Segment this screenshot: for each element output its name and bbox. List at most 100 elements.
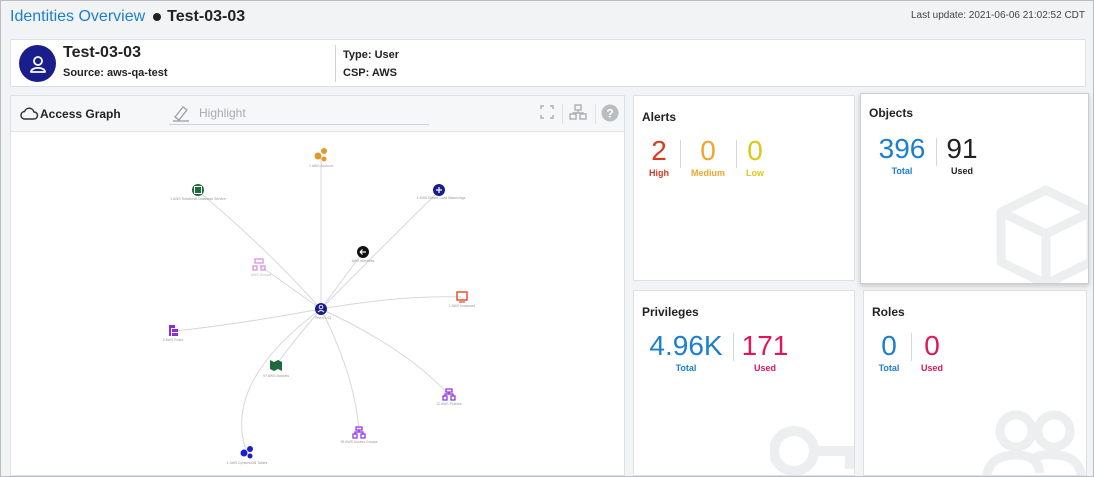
account-icon: [314, 148, 327, 162]
highlighter-icon: [173, 106, 189, 122]
roles-used-label: Used: [920, 363, 943, 373]
alerts-card[interactable]: Alerts 2 High 0 Medium 0 Low: [633, 95, 855, 281]
cloud-icon: [20, 107, 39, 120]
privileges-card[interactable]: Privileges 4.96K Total 171 Used: [633, 290, 855, 476]
graph-node-label: 95 AWS Access Groups: [340, 440, 377, 444]
graph-node-label: Test-03-03: [315, 316, 332, 320]
key-icon: [770, 426, 854, 475]
roles-title: Roles: [872, 305, 905, 319]
roles-total-value: 0: [881, 330, 897, 361]
roles-card[interactable]: Roles 0 Total 0 Used: [863, 290, 1087, 476]
policy-icon: [442, 388, 456, 401]
alerts-low-label: Low: [746, 168, 764, 178]
graph-title: Access Graph: [40, 107, 121, 121]
toolbar-divider: [595, 104, 596, 124]
graph-node-access-groups[interactable]: 95 AWS Access Groups: [340, 426, 378, 444]
graph-node-label: 1 AWS Instances: [449, 304, 476, 308]
toolbar-divider: [562, 104, 563, 124]
highlight-input[interactable]: Highlight: [169, 101, 429, 125]
objects-used-stat[interactable]: 91 Used: [944, 133, 980, 177]
cube-icon: [996, 185, 1088, 283]
privileges-total-label: Total: [675, 363, 697, 373]
privileges-total-stat[interactable]: 4.96K Total: [646, 331, 726, 374]
svg-text:?: ?: [606, 107, 613, 121]
graph-node-buckets[interactable]: 97 AWS Buckets: [263, 360, 289, 378]
alerts-low-value: 0: [747, 135, 763, 166]
roles-total-label: Total: [878, 363, 900, 373]
roles-used-value: 0: [924, 330, 940, 361]
privileges-used-stat[interactable]: 171 Used: [740, 330, 790, 374]
access-graph-panel: Access Graph Highlight ?: [10, 95, 625, 476]
graph-node-identities[interactable]: AWS Identities: [352, 246, 375, 263]
graph-node-groups[interactable]: AWS Groups: [251, 258, 272, 277]
objects-total-value: 396: [878, 133, 926, 164]
layout-icon[interactable]: [569, 104, 587, 122]
graph-node-label: 97 AWS Buckets: [263, 374, 289, 378]
graph-node-label: 1 AWS Relational Database Service: [170, 197, 226, 201]
objects-card[interactable]: Objects 396 Total 91 Used: [860, 93, 1089, 284]
privileges-title: Privileges: [642, 305, 699, 319]
privileges-used-value: 171: [741, 330, 789, 361]
identity-csp: CSP: AWS: [343, 67, 397, 79]
graph-toolbar: Access Graph Highlight ?: [11, 96, 624, 132]
instance-icon: [456, 291, 468, 303]
objects-total-stat[interactable]: 396 Total: [875, 133, 929, 177]
page-title: Test-03-03: [167, 8, 246, 25]
graph-node-instances[interactable]: 1 AWS Instances: [449, 291, 476, 308]
graph-node-label: 1 AWS Account: [309, 164, 333, 168]
alerts-medium-stat[interactable]: 0 Medium: [688, 135, 728, 179]
identity-type: Type: User: [343, 49, 400, 61]
privileges-used-label: Used: [753, 363, 776, 373]
divider: [736, 140, 737, 168]
objects-title: Objects: [869, 106, 914, 120]
last-update-text: Last update: 2021-06-06 21:02:52 CDT: [910, 10, 1085, 21]
divider: [936, 138, 937, 166]
graph-node-database[interactable]: 1 AWS Relational Database Service: [170, 184, 226, 201]
user-icon: [29, 55, 46, 73]
graph-node-account[interactable]: 1 AWS Account: [309, 148, 333, 168]
bucket-icon: [270, 360, 282, 371]
graph-node-policies[interactable]: 11 AWS Policies: [436, 388, 462, 406]
divider: [680, 140, 681, 168]
graph-node-roles[interactable]: 5 AWS Roles: [163, 325, 184, 342]
identity-name: Test-03-03: [63, 44, 141, 61]
alerts-title: Alerts: [642, 110, 677, 124]
graph-node-label: AWS Identities: [352, 259, 375, 263]
roles-used-stat[interactable]: 0 Used: [917, 330, 947, 374]
fullscreen-icon[interactable]: [540, 105, 554, 119]
access-graph-canvas[interactable]: 1 AWS Account 1 AWS Relational Database …: [11, 133, 624, 475]
graph-node-label: 11 AWS Policies: [436, 402, 462, 406]
graph-node-dynamodb[interactable]: 1 AWS DynamoDB Tables: [227, 446, 268, 465]
graph-node-label: 5 AWS Roles: [163, 338, 184, 342]
users-icon: [982, 410, 1086, 475]
divider: [733, 333, 734, 361]
help-icon[interactable]: ?: [601, 104, 619, 122]
breadcrumb-separator-icon: [153, 13, 162, 21]
alerts-low-stat[interactable]: 0 Low: [742, 135, 768, 179]
identity-source: Source: aws-qa-test: [63, 67, 168, 79]
database-icon: [192, 184, 204, 196]
breadcrumb-identities-overview-link[interactable]: Identities Overview: [10, 8, 146, 25]
graph-node-user[interactable]: Test-03-03: [315, 303, 332, 320]
divider: [335, 45, 336, 82]
alerts-medium-value: 0: [700, 135, 716, 166]
objects-used-value: 91: [946, 133, 978, 164]
graph-node-load-balancer[interactable]: 1 AWS Elastic Load Balancings: [417, 184, 466, 200]
group-icon: [252, 258, 266, 271]
alerts-high-stat[interactable]: 2 High: [644, 135, 674, 179]
objects-used-label: Used: [950, 166, 973, 176]
dynamo-icon: [240, 446, 253, 459]
avatar: [19, 45, 56, 82]
graph-node-label: AWS Groups: [251, 273, 272, 277]
alerts-medium-label: Medium: [690, 168, 725, 178]
highlight-placeholder: Highlight: [199, 106, 246, 120]
alerts-high-value: 2: [651, 135, 667, 166]
graph-edges: [175, 157, 463, 454]
objects-total-label: Total: [891, 166, 913, 176]
graph-node-label: 1 AWS Elastic Load Balancings: [417, 196, 466, 200]
graph-node-label: 1 AWS DynamoDB Tables: [227, 461, 268, 465]
identity-summary-card: Test-03-03 Source: aws-qa-test Type: Use…: [10, 39, 1086, 87]
divider: [911, 333, 912, 361]
breadcrumb: Identities Overview Test-03-03: [10, 6, 245, 28]
roles-total-stat[interactable]: 0 Total: [874, 330, 904, 374]
